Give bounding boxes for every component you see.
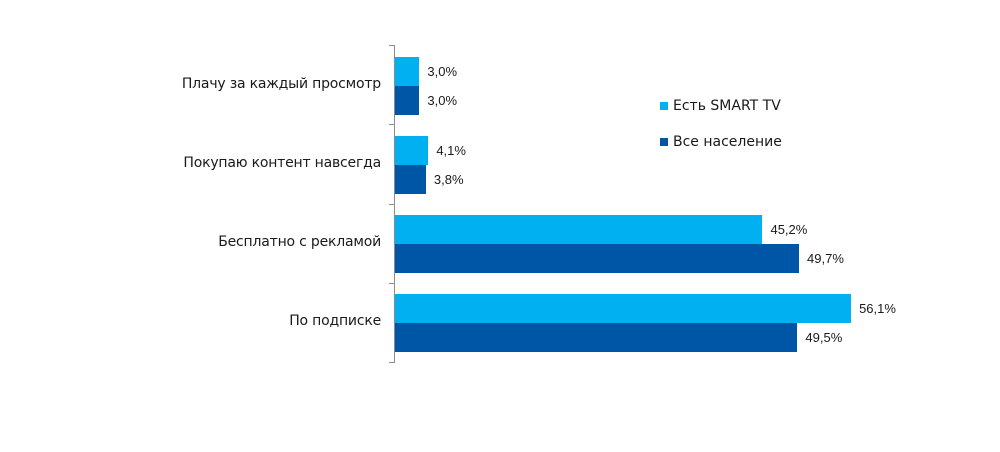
axis-tick [389, 45, 394, 46]
legend-label: Все население [673, 134, 782, 150]
bar [395, 244, 800, 273]
category-label: Плачу за каждый просмотр [181, 76, 381, 92]
data-label: 56,1% [859, 301, 896, 316]
axis-tick [389, 282, 394, 284]
data-label: 45,2% [770, 222, 808, 237]
category-label: По подписке [289, 313, 381, 329]
bar [395, 165, 426, 194]
data-label: 4,1% [436, 143, 466, 158]
bar [395, 294, 852, 323]
data-label: 49,7% [807, 251, 844, 266]
legend-item-smart-tv: Есть SMART TV [660, 96, 782, 116]
bar [395, 215, 763, 244]
category-label: Бесплатно с рекламой [218, 234, 381, 250]
category-axis [394, 45, 395, 363]
data-label: 49,5% [805, 330, 843, 345]
data-label: 3,0% [427, 64, 458, 79]
axis-tick [389, 124, 394, 126]
data-label: 3,0% [427, 93, 458, 108]
bar [395, 86, 420, 115]
legend-label: Есть SMART TV [673, 98, 781, 114]
legend-swatch-icon [660, 138, 668, 146]
bar [395, 136, 429, 165]
category-label: Покупаю контент навсегда [183, 155, 381, 171]
legend-item-all-population: Все население [660, 132, 782, 152]
bar [395, 57, 420, 86]
data-label: 3,8% [433, 172, 464, 187]
legend: Есть SMART TV Все население [660, 96, 782, 168]
bar [395, 323, 798, 352]
axis-tick [389, 362, 394, 364]
legend-swatch-icon [660, 102, 668, 110]
axis-tick [389, 203, 394, 205]
